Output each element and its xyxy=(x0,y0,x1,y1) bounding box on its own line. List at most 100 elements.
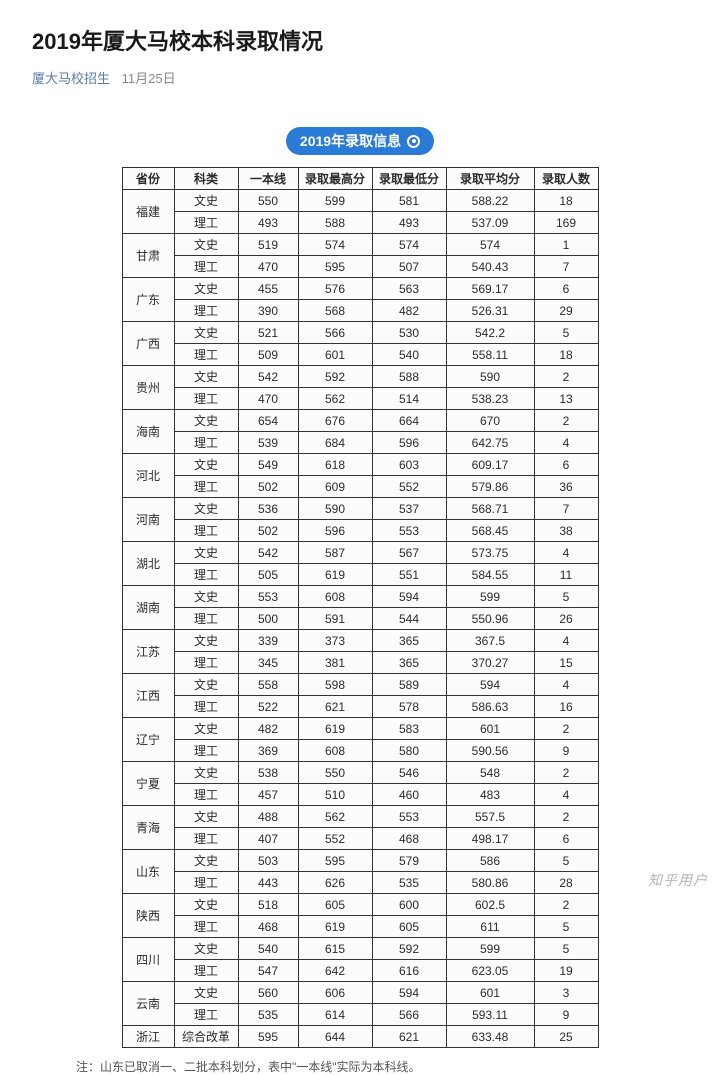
province-cell: 甘肃 xyxy=(122,234,174,278)
table-row: 理工470595507540.437 xyxy=(122,256,598,278)
data-cell: 644 xyxy=(298,1026,372,1048)
data-cell: 369 xyxy=(238,740,298,762)
data-cell: 理工 xyxy=(174,828,238,850)
data-cell: 18 xyxy=(534,344,598,366)
data-cell: 文史 xyxy=(174,718,238,740)
data-cell: 2 xyxy=(534,366,598,388)
province-cell: 广西 xyxy=(122,322,174,366)
data-cell: 562 xyxy=(298,388,372,410)
data-cell: 569.17 xyxy=(446,278,534,300)
data-cell: 5 xyxy=(534,850,598,872)
data-cell: 11 xyxy=(534,564,598,586)
data-cell: 592 xyxy=(298,366,372,388)
data-cell: 365 xyxy=(372,630,446,652)
data-cell: 562 xyxy=(298,806,372,828)
data-cell: 609 xyxy=(298,476,372,498)
data-cell: 621 xyxy=(372,1026,446,1048)
data-cell: 654 xyxy=(238,410,298,432)
data-cell: 509 xyxy=(238,344,298,366)
data-cell: 理工 xyxy=(174,608,238,630)
data-cell: 619 xyxy=(298,916,372,938)
data-cell: 5 xyxy=(534,916,598,938)
data-cell: 586.63 xyxy=(446,696,534,718)
data-cell: 502 xyxy=(238,476,298,498)
data-cell: 345 xyxy=(238,652,298,674)
data-cell: 633.48 xyxy=(446,1026,534,1048)
data-cell: 521 xyxy=(238,322,298,344)
data-cell: 2 xyxy=(534,806,598,828)
data-cell: 519 xyxy=(238,234,298,256)
data-cell: 文史 xyxy=(174,410,238,432)
data-cell: 568.71 xyxy=(446,498,534,520)
col-avg: 录取平均分 xyxy=(446,168,534,190)
data-cell: 587 xyxy=(298,542,372,564)
info-badge: 2019年录取信息 xyxy=(286,127,434,155)
province-cell: 海南 xyxy=(122,410,174,454)
data-cell: 623.05 xyxy=(446,960,534,982)
data-cell: 7 xyxy=(534,498,598,520)
data-cell: 619 xyxy=(298,564,372,586)
data-cell: 579 xyxy=(372,850,446,872)
data-cell: 理工 xyxy=(174,212,238,234)
article-source: 厦大马校招生 xyxy=(32,71,110,86)
data-cell: 文史 xyxy=(174,366,238,388)
data-cell: 5 xyxy=(534,322,598,344)
data-cell: 576 xyxy=(298,278,372,300)
data-cell: 588 xyxy=(298,212,372,234)
data-cell: 488 xyxy=(238,806,298,828)
data-cell: 381 xyxy=(298,652,372,674)
province-cell: 山东 xyxy=(122,850,174,894)
data-cell: 457 xyxy=(238,784,298,806)
data-cell: 664 xyxy=(372,410,446,432)
data-cell: 619 xyxy=(298,718,372,740)
data-cell: 理工 xyxy=(174,388,238,410)
data-cell: 理工 xyxy=(174,520,238,542)
data-cell: 510 xyxy=(298,784,372,806)
data-cell: 537 xyxy=(372,498,446,520)
table-row: 四川文史5406155925995 xyxy=(122,938,598,960)
data-cell: 文史 xyxy=(174,498,238,520)
data-cell: 595 xyxy=(298,256,372,278)
data-cell: 574 xyxy=(446,234,534,256)
table-row: 理工500591544550.9626 xyxy=(122,608,598,630)
table-row: 理工535614566593.119 xyxy=(122,1004,598,1026)
data-cell: 文史 xyxy=(174,234,238,256)
data-cell: 理工 xyxy=(174,1004,238,1026)
data-cell: 608 xyxy=(298,740,372,762)
table-row: 甘肃文史5195745745741 xyxy=(122,234,598,256)
data-cell: 599 xyxy=(298,190,372,212)
table-row: 辽宁文史4826195836012 xyxy=(122,718,598,740)
data-cell: 169 xyxy=(534,212,598,234)
data-cell: 616 xyxy=(372,960,446,982)
data-cell: 560 xyxy=(238,982,298,1004)
data-cell: 470 xyxy=(238,256,298,278)
data-cell: 507 xyxy=(372,256,446,278)
data-cell: 583 xyxy=(372,718,446,740)
data-cell: 文史 xyxy=(174,806,238,828)
data-cell: 理工 xyxy=(174,652,238,674)
data-cell: 553 xyxy=(372,520,446,542)
data-cell: 568.45 xyxy=(446,520,534,542)
col-max: 录取最高分 xyxy=(298,168,372,190)
data-cell: 理工 xyxy=(174,432,238,454)
data-cell: 理工 xyxy=(174,564,238,586)
data-cell: 文史 xyxy=(174,762,238,784)
table-row: 贵州文史5425925885902 xyxy=(122,366,598,388)
data-cell: 339 xyxy=(238,630,298,652)
data-cell: 584.55 xyxy=(446,564,534,586)
data-cell: 642.75 xyxy=(446,432,534,454)
data-cell: 493 xyxy=(372,212,446,234)
data-cell: 581 xyxy=(372,190,446,212)
data-cell: 理工 xyxy=(174,300,238,322)
table-row: 云南文史5606065946013 xyxy=(122,982,598,1004)
table-row: 湖南文史5536085945995 xyxy=(122,586,598,608)
data-cell: 373 xyxy=(298,630,372,652)
data-cell: 505 xyxy=(238,564,298,586)
data-cell: 理工 xyxy=(174,960,238,982)
data-cell: 535 xyxy=(372,872,446,894)
data-cell: 542 xyxy=(238,542,298,564)
data-cell: 602.5 xyxy=(446,894,534,916)
table-row: 陕西文史518605600602.52 xyxy=(122,894,598,916)
data-cell: 574 xyxy=(372,234,446,256)
data-cell: 文史 xyxy=(174,630,238,652)
